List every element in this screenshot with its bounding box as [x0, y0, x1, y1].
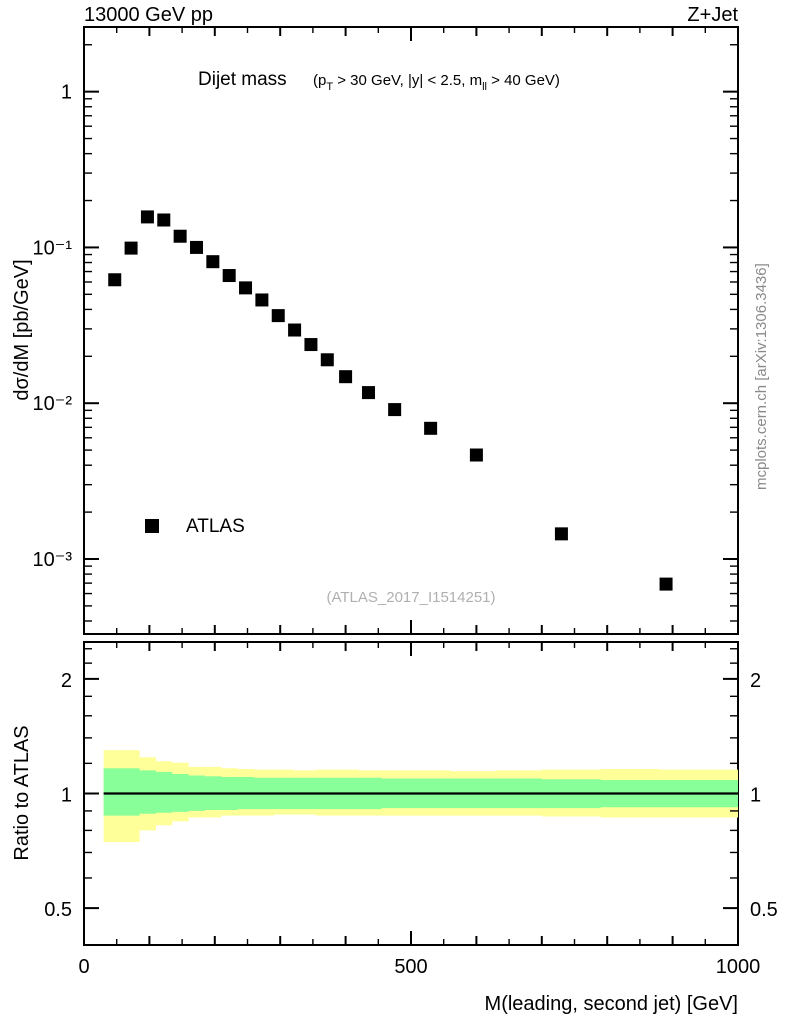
main-ytick-label: 10⁻² [33, 393, 73, 415]
ratio-ytick-labels: 2 2 1 1 0.5 0.5 [44, 670, 778, 921]
analysis-id-watermark: (ATLAS_2017_I1514251) [326, 589, 495, 606]
main-axis-ticks [83, 27, 739, 634]
ratio-axis-ticks [83, 642, 739, 946]
ratio-uncertainty-bands [103, 750, 739, 843]
main-ytick-label: 10⁻³ [33, 549, 73, 571]
data-point [469, 448, 483, 462]
band-inner [103, 768, 739, 816]
main-yaxis-label: dσ/dM [pb/GeV] [11, 259, 33, 400]
xtick-label: 500 [394, 956, 427, 978]
data-point [320, 353, 334, 367]
header-left-beam: 13000 GeV pp [84, 4, 213, 26]
data-point [659, 577, 673, 591]
xtick-label: 0 [78, 956, 89, 978]
data-point [108, 273, 122, 287]
xaxis-label: M(leading, second jet) [GeV] [485, 993, 738, 1015]
data-point [304, 338, 318, 352]
ratio-ytick-label: 0.5 [44, 899, 72, 921]
data-point [206, 255, 220, 269]
data-point [140, 210, 154, 224]
ratio-ytick-label-right: 1 [750, 785, 761, 807]
title-main: Dijet mass [198, 69, 287, 90]
data-point [554, 527, 568, 541]
data-point [157, 213, 171, 227]
credit-mcplots: mcplots.cern.ch [arXiv:1306.3436] [753, 263, 770, 490]
data-point [361, 386, 375, 400]
ratio-ytick-label: 1 [61, 785, 72, 807]
legend-marker-square [145, 519, 159, 533]
header-right-process: Z+Jet [687, 4, 738, 26]
xtick-label: 1000 [716, 956, 761, 978]
data-point [189, 240, 203, 254]
data-point [388, 403, 402, 417]
xtick-labels: 0 500 1000 [78, 956, 760, 978]
main-ytick-label: 1 [61, 82, 72, 104]
ratio-ytick-label-right: 2 [750, 670, 761, 692]
ratio-ytick-label: 2 [61, 670, 72, 692]
legend: ATLAS [145, 516, 245, 537]
legend-label-atlas: ATLAS [186, 516, 245, 537]
data-point [239, 281, 253, 295]
main-ytick-labels: 1 10⁻¹ 10⁻² 10⁻³ [33, 82, 73, 571]
main-ytick-label: 10⁻¹ [33, 237, 73, 259]
data-series-atlas [108, 210, 673, 591]
data-point [339, 370, 353, 384]
data-point [173, 229, 187, 243]
data-point [222, 269, 236, 283]
data-point [288, 323, 302, 337]
data-point [271, 309, 285, 323]
ratio-yaxis-label: Ratio to ATLAS [11, 725, 33, 860]
data-point [124, 241, 138, 255]
title-cuts: (pT > 30 GeV, |y| < 2.5, mll > 40 GeV) [313, 72, 560, 93]
data-point [424, 421, 438, 435]
panel-title: Dijet mass (pT > 30 GeV, |y| < 2.5, mll … [198, 69, 560, 93]
data-point [255, 293, 269, 307]
ratio-ytick-label-right: 0.5 [750, 899, 778, 921]
main-panel-frame [83, 26, 739, 635]
